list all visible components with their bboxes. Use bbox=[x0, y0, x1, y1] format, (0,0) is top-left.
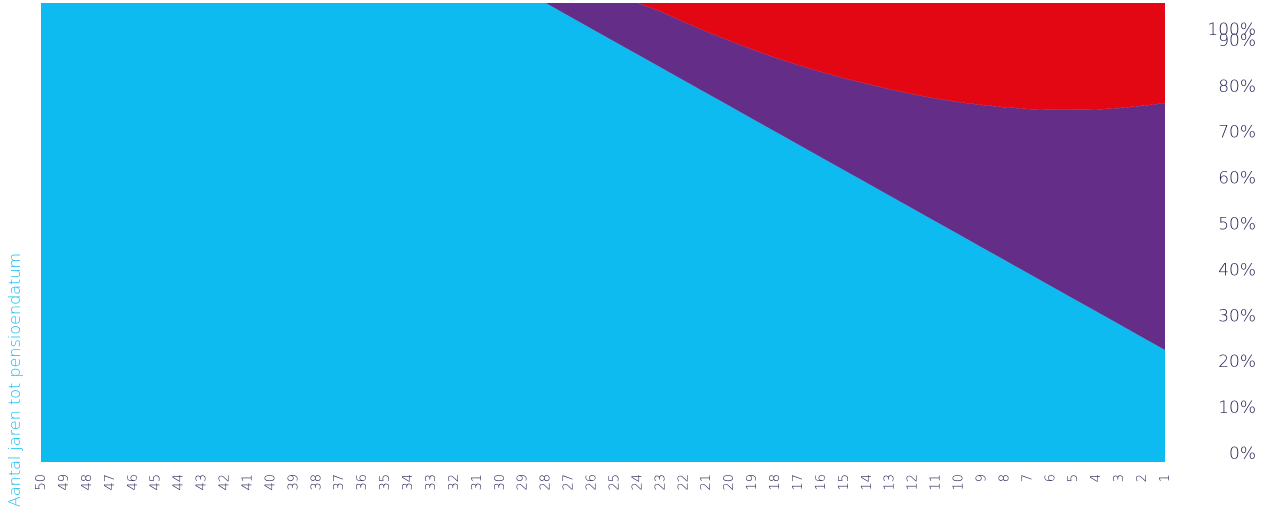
x-tick-label: 41 bbox=[240, 474, 255, 491]
y-tick-label: 40% bbox=[1218, 260, 1256, 280]
x-tick-label: 48 bbox=[80, 474, 95, 491]
x-tick-label: 29 bbox=[516, 474, 531, 491]
x-axis-title: Aantal jaren tot pensioendatum bbox=[5, 253, 24, 507]
x-tick-label: 24 bbox=[630, 474, 645, 491]
y-tick-label: 80% bbox=[1218, 77, 1256, 97]
x-tick-label: 38 bbox=[309, 474, 324, 491]
x-tick-label: 21 bbox=[699, 474, 714, 491]
x-tick-label: 32 bbox=[447, 474, 462, 491]
x-tick-label: 46 bbox=[126, 474, 141, 491]
x-tick-label: 8 bbox=[997, 474, 1012, 482]
x-tick-label: 19 bbox=[745, 474, 760, 491]
x-tick-label: 15 bbox=[837, 474, 852, 491]
x-tick-label: 40 bbox=[263, 474, 278, 491]
x-tick-label: 34 bbox=[401, 474, 416, 491]
x-tick-label: 10 bbox=[952, 474, 967, 491]
x-tick-label: 13 bbox=[883, 474, 898, 491]
y-tick-label: 0% bbox=[1229, 444, 1256, 464]
x-tick-label: 44 bbox=[172, 474, 187, 491]
y-tick-label: 50% bbox=[1218, 215, 1256, 235]
x-tick-label: 43 bbox=[195, 474, 210, 491]
x-tick-label: 49 bbox=[57, 474, 72, 491]
x-tick-label: 39 bbox=[286, 474, 301, 491]
x-tick-label: 30 bbox=[493, 474, 508, 491]
x-tick-label: 25 bbox=[608, 474, 623, 491]
x-tick-label: 1 bbox=[1158, 474, 1173, 482]
x-tick-label: 18 bbox=[768, 474, 783, 491]
x-tick-label: 11 bbox=[929, 474, 944, 491]
x-tick-label: 4 bbox=[1089, 474, 1104, 482]
x-tick-label: 6 bbox=[1043, 474, 1058, 482]
x-tick-label: 14 bbox=[860, 474, 875, 491]
y-tick-label: 30% bbox=[1218, 306, 1256, 326]
x-tick-label: 16 bbox=[814, 474, 829, 491]
y-tick-label: 10% bbox=[1218, 398, 1256, 418]
y-tick-label: 90% bbox=[1218, 31, 1256, 51]
x-tick-label: 26 bbox=[585, 474, 600, 491]
x-tick-label: 35 bbox=[378, 474, 393, 491]
x-axis: 50 49 48 47 46 45 44 43 42 41 40 39 38 37 36 35 34 33 32 31… bbox=[34, 474, 1173, 491]
x-tick-label: 12 bbox=[906, 474, 921, 491]
x-tick-label: 50 bbox=[34, 474, 49, 491]
x-tick-label: 22 bbox=[676, 474, 691, 491]
x-tick-label: 9 bbox=[975, 474, 990, 482]
area-series-3 bbox=[41, 3, 1165, 110]
x-tick-label: 2 bbox=[1135, 474, 1150, 482]
x-tick-label: 42 bbox=[218, 474, 233, 491]
x-tick-label: 33 bbox=[424, 474, 439, 491]
x-tick-label: 45 bbox=[149, 474, 164, 491]
y-axis: 0% 10% 20% 30% 40% 50% 60% 70% 80% 90%100% bbox=[1207, 20, 1256, 464]
area-series-2 bbox=[41, 3, 1165, 350]
x-tick-label: 36 bbox=[355, 474, 370, 491]
y-tick-label: 60% bbox=[1218, 169, 1256, 189]
x-tick-label: 37 bbox=[332, 474, 347, 491]
x-tick-label: 17 bbox=[791, 474, 806, 491]
x-tick-label: 27 bbox=[562, 474, 577, 491]
x-tick-label: 20 bbox=[722, 474, 737, 491]
chart-areas bbox=[41, 3, 1165, 462]
x-tick-label: 5 bbox=[1066, 474, 1081, 482]
x-tick-label: 47 bbox=[103, 474, 118, 491]
area-series-1 bbox=[41, 3, 1165, 462]
y-tick-label: 100% bbox=[1207, 20, 1256, 40]
y-tick-label: 20% bbox=[1218, 352, 1256, 372]
x-tick-label: 23 bbox=[653, 474, 668, 491]
x-tick-label: 28 bbox=[539, 474, 554, 491]
x-tick-label: 7 bbox=[1020, 474, 1035, 482]
x-tick-label: 3 bbox=[1112, 474, 1127, 482]
x-tick-label: 31 bbox=[470, 474, 485, 491]
y-tick-label: 70% bbox=[1218, 123, 1256, 143]
